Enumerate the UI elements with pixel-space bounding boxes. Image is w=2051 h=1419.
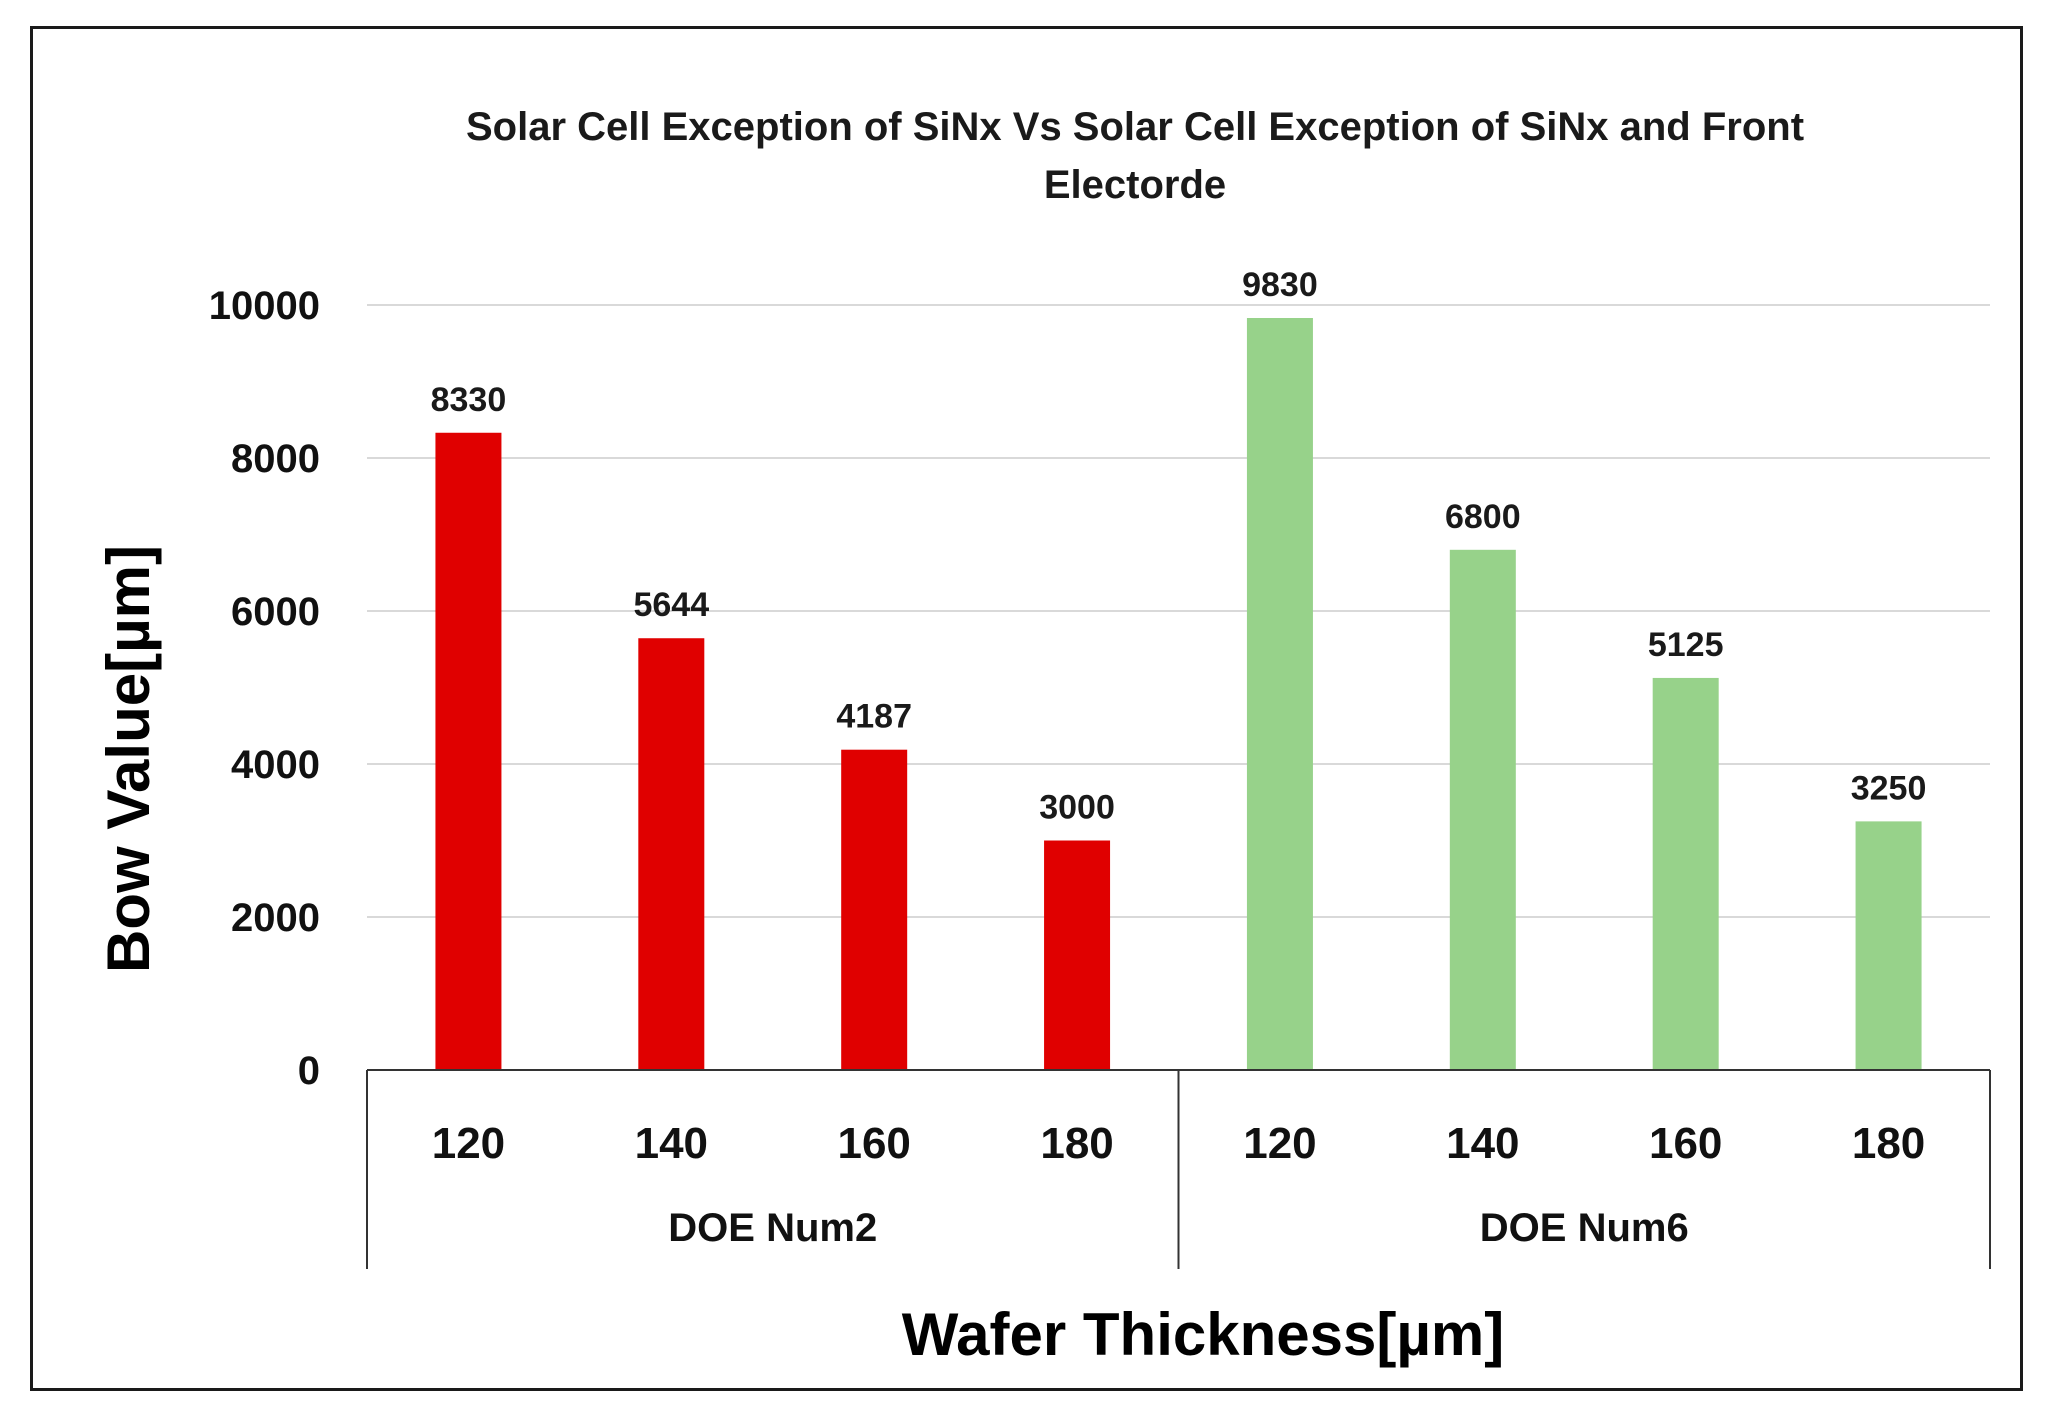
x-axis: 120 140 160 180 DOE Num2 120 140 160 180 DOE Num6 bbox=[366, 1069, 1991, 1269]
bars bbox=[435, 318, 1922, 1070]
x-axis-title: Wafer Thickness[µm] bbox=[902, 1301, 1505, 1368]
bar-doe-num6-120 bbox=[1246, 318, 1313, 1070]
bar-doe-num6-140 bbox=[1449, 549, 1516, 1070]
data-label-doe-num2-180: 3000 bbox=[1039, 789, 1115, 827]
x-tick-label-doe-num6-140: 140 bbox=[1446, 1119, 1519, 1168]
y-tick-label-6000: 6000 bbox=[231, 590, 320, 634]
chart-frame: Solar Cell Exception of SiNx Vs Solar Ce… bbox=[30, 26, 2023, 1391]
y-tick-label-8000: 8000 bbox=[231, 437, 320, 481]
chart-title-line-2: Electorde bbox=[1044, 163, 1226, 207]
gridlines bbox=[367, 304, 1990, 918]
bar-doe-num2-140 bbox=[638, 638, 705, 1070]
bar-doe-num2-120 bbox=[435, 432, 502, 1070]
x-tick-label-doe-num2-140: 140 bbox=[635, 1119, 708, 1168]
y-tick-label-0: 0 bbox=[298, 1049, 320, 1093]
data-label-doe-num2-160: 4187 bbox=[836, 698, 912, 736]
data-label-doe-num2-140: 5644 bbox=[633, 586, 709, 624]
bar-doe-num6-180 bbox=[1855, 821, 1922, 1070]
y-axis-title: Bow Value[µm] bbox=[95, 545, 162, 973]
x-tick-label-doe-num2-180: 180 bbox=[1040, 1119, 1113, 1168]
x-tick-label-doe-num6-160: 160 bbox=[1649, 1119, 1722, 1168]
chart-title-line-1: Solar Cell Exception of SiNx Vs Solar Ce… bbox=[466, 105, 1804, 149]
data-label-doe-num2-120: 8330 bbox=[431, 381, 507, 419]
data-label-doe-num6-180: 3250 bbox=[1851, 769, 1927, 807]
y-axis: 0 2000 4000 6000 8000 10000 bbox=[209, 284, 320, 1093]
y-tick-label-2000: 2000 bbox=[231, 896, 320, 940]
group-label-doe-num6: DOE Num6 bbox=[1480, 1206, 1689, 1250]
data-label-doe-num6-140: 6800 bbox=[1445, 498, 1521, 536]
x-tick-label-doe-num2-160: 160 bbox=[837, 1119, 910, 1168]
x-tick-label-doe-num2-120: 120 bbox=[432, 1119, 505, 1168]
group-label-doe-num2: DOE Num2 bbox=[668, 1206, 877, 1250]
bar-doe-num2-180 bbox=[1044, 840, 1111, 1070]
bar-doe-num6-160 bbox=[1652, 677, 1719, 1070]
data-label-doe-num6-120: 9830 bbox=[1242, 266, 1318, 304]
bar-chart: Solar Cell Exception of SiNx Vs Solar Ce… bbox=[95, 105, 1991, 1368]
x-tick-label-doe-num6-120: 120 bbox=[1243, 1119, 1316, 1168]
bar-doe-num2-160 bbox=[841, 749, 908, 1070]
chart-title: Solar Cell Exception of SiNx Vs Solar Ce… bbox=[466, 105, 1804, 207]
data-label-doe-num6-160: 5125 bbox=[1648, 626, 1724, 664]
y-tick-label-4000: 4000 bbox=[231, 743, 320, 787]
y-tick-label-10000: 10000 bbox=[209, 284, 320, 328]
data-labels: 8330 5644 4187 3000 9830 6800 5125 3250 bbox=[431, 266, 1927, 826]
x-tick-label-doe-num6-180: 180 bbox=[1852, 1119, 1925, 1168]
